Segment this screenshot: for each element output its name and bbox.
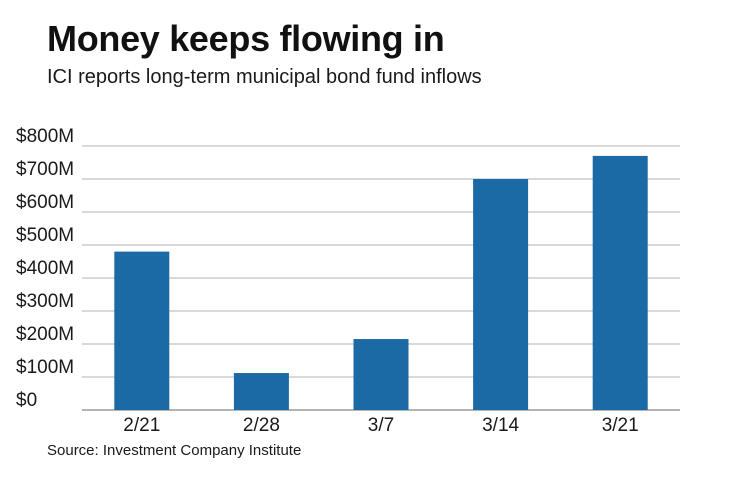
x-tick-label: 3/14 xyxy=(482,415,519,436)
bar-3-7 xyxy=(353,339,409,410)
y-tick-label: $600M xyxy=(16,192,74,213)
y-tick-label: $700M xyxy=(16,159,74,180)
y-tick-label: $300M xyxy=(16,291,74,312)
y-tick-label: $800M xyxy=(16,126,74,147)
chart-title: Money keeps flowing in xyxy=(47,18,445,59)
x-tick-label: 2/21 xyxy=(123,415,160,436)
x-tick-label: 3/7 xyxy=(368,415,394,436)
source-note: Source: Investment Company Institute xyxy=(47,442,302,459)
y-axis-tick-labels: $0 $100M $200M $300M $400M $500M $600M $700M $80… xyxy=(16,126,74,411)
y-tick-label: $0 xyxy=(16,390,37,411)
bar-2-28 xyxy=(233,373,289,410)
bar-2-21 xyxy=(114,251,170,410)
y-tick-label: $500M xyxy=(16,225,74,246)
x-axis-tick-labels: 2/21 2/28 3/7 3/14 3/21 xyxy=(123,415,638,436)
y-tick-label: $400M xyxy=(16,258,74,279)
bar-3-21 xyxy=(592,155,648,410)
chart-subtitle: ICI reports long-term municipal bond fun… xyxy=(47,66,482,88)
x-tick-label: 3/21 xyxy=(602,415,639,436)
x-tick-label: 2/28 xyxy=(243,415,280,436)
y-tick-label: $200M xyxy=(16,324,74,345)
y-tick-label: $100M xyxy=(16,357,74,378)
bar-3-14 xyxy=(473,179,529,410)
bars xyxy=(114,155,648,410)
